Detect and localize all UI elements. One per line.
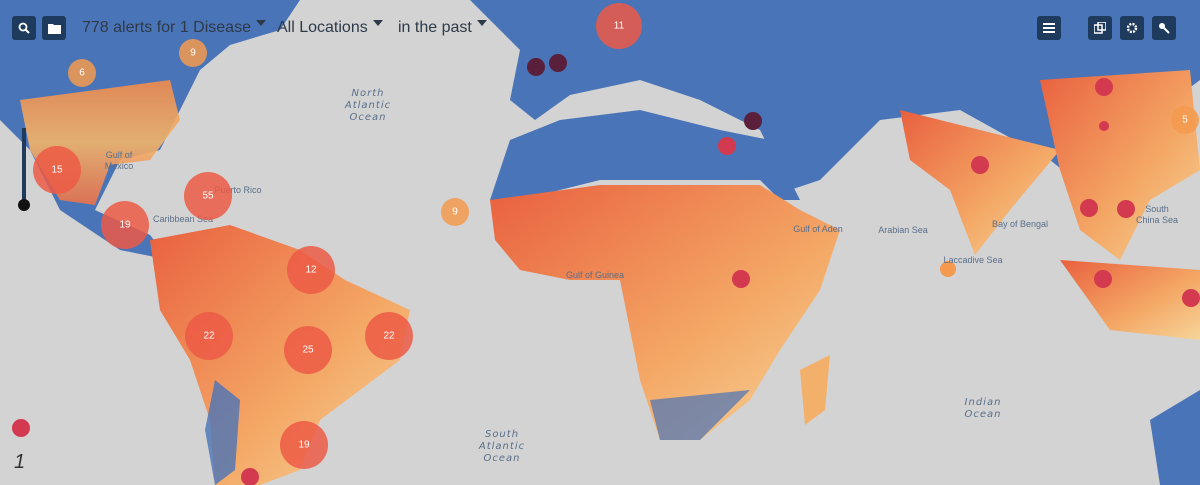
marker[interactable] (527, 58, 545, 76)
place-label: Gulf of Guinea (566, 270, 624, 280)
marker[interactable] (1095, 78, 1113, 96)
cluster-count: 25 (302, 345, 314, 356)
land (1150, 390, 1200, 485)
corner-number: 1 (14, 451, 25, 473)
cluster[interactable] (33, 146, 81, 194)
cluster[interactable] (441, 198, 469, 226)
land (470, 0, 1200, 200)
marker[interactable] (12, 419, 30, 437)
cluster[interactable] (365, 312, 413, 360)
place-label: Ocean (484, 453, 521, 464)
alerts-dropdown[interactable]: 778 alerts for 1 Disease (82, 19, 266, 37)
cluster[interactable] (287, 246, 335, 294)
marker[interactable] (1099, 121, 1109, 131)
marker[interactable] (1117, 200, 1135, 218)
cluster-count: 22 (203, 331, 215, 342)
cluster[interactable] (101, 201, 149, 249)
land (150, 225, 410, 485)
cluster[interactable] (280, 421, 328, 469)
place-label: China Sea (1136, 215, 1178, 225)
land (650, 390, 750, 440)
cluster-count: 12 (305, 265, 317, 276)
cluster[interactable] (1171, 106, 1199, 134)
cluster-count: 55 (202, 191, 214, 202)
cluster-count: 11 (614, 21, 625, 32)
cluster-count: 19 (298, 440, 310, 451)
place-label: Puerto Rico (214, 185, 261, 195)
cluster-count: 19 (119, 220, 131, 231)
marker[interactable] (241, 468, 259, 485)
place-label: Atlantic (344, 100, 391, 111)
marker[interactable] (1182, 289, 1200, 307)
cluster[interactable] (184, 172, 232, 220)
land (490, 110, 800, 200)
place-label: Gulf of (106, 150, 133, 160)
place-label: South (1145, 204, 1169, 214)
cluster[interactable] (185, 312, 233, 360)
cluster-count: 5 (1182, 115, 1188, 126)
place-label: Indian (965, 397, 1002, 408)
marker[interactable] (940, 261, 956, 277)
settings-button[interactable] (1120, 16, 1144, 40)
cluster[interactable] (68, 59, 96, 87)
place-label: Laccadive Sea (943, 255, 1002, 265)
marker[interactable] (1080, 199, 1098, 217)
copy-button[interactable] (1088, 16, 1112, 40)
place-label: Mexico (105, 161, 134, 171)
place-label: Gulf of Aden (793, 224, 843, 234)
folder-button[interactable] (42, 16, 66, 40)
cluster-count: 9 (190, 48, 196, 59)
marker[interactable] (718, 137, 736, 155)
land (1060, 260, 1200, 340)
place-label: South (485, 429, 519, 440)
marker[interactable] (732, 270, 750, 288)
markers (12, 54, 1200, 485)
cluster[interactable] (179, 39, 207, 67)
land-heat (1040, 70, 1200, 260)
land (205, 380, 240, 485)
cluster[interactable] (596, 3, 642, 49)
marker[interactable] (1094, 270, 1112, 288)
time-dropdown[interactable]: in the past (398, 19, 487, 37)
marker[interactable] (971, 156, 989, 174)
land-heat (900, 110, 1060, 255)
place-label: Caribbean Sea (153, 214, 213, 224)
cluster-count: 15 (51, 165, 63, 176)
place-label: North (352, 88, 385, 99)
list-button[interactable] (1037, 16, 1061, 40)
location-dropdown[interactable]: All Locations (277, 19, 383, 37)
land (800, 355, 830, 425)
marker[interactable] (549, 54, 567, 72)
cluster-count: 6 (79, 68, 85, 79)
search-button[interactable] (12, 16, 36, 40)
key-button[interactable] (1152, 16, 1176, 40)
place-label: Arabian Sea (878, 225, 928, 235)
cluster[interactable] (284, 326, 332, 374)
place-label: Bay of Bengal (992, 219, 1048, 229)
marker[interactable] (744, 112, 762, 130)
cluster-count: 22 (383, 331, 395, 342)
place-label: Ocean (350, 112, 387, 123)
cluster-count: 9 (452, 207, 458, 218)
place-label: Ocean (965, 409, 1002, 420)
land (490, 185, 840, 440)
place-label: Atlantic (478, 441, 525, 452)
slider-handle[interactable] (18, 199, 30, 211)
